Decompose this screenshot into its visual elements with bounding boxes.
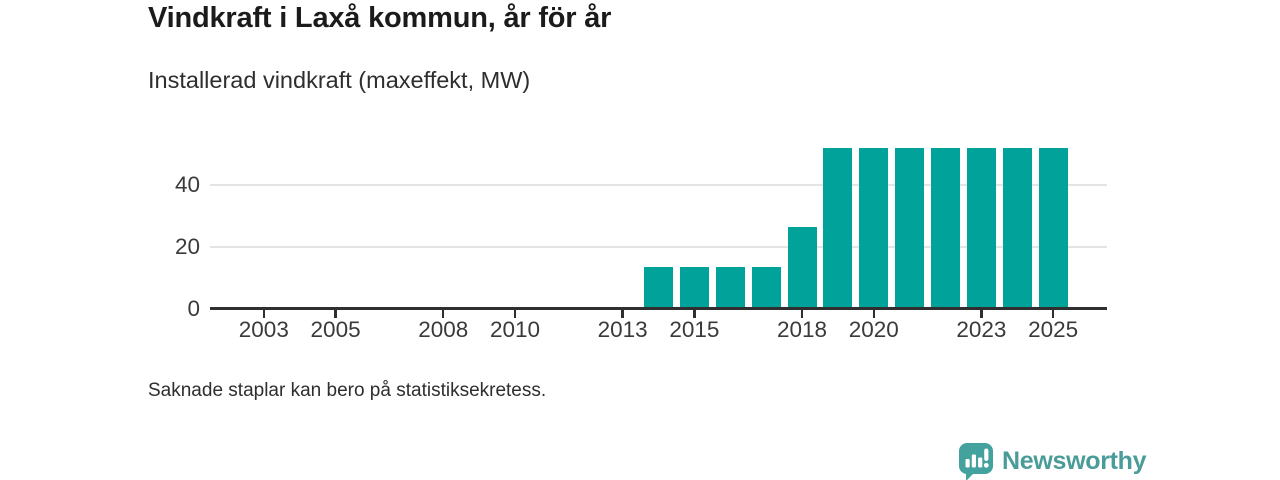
x-axis-tick <box>334 310 337 318</box>
x-axis-tick-label: 2018 <box>776 317 828 342</box>
x-axis-tick-label: 2013 <box>597 317 648 342</box>
bar-2024 <box>1002 147 1032 309</box>
x-axis-tick <box>1051 310 1055 318</box>
x-axis-tick <box>872 310 876 318</box>
bar-2025 <box>1038 147 1068 309</box>
x-axis-tick-label: 2008 <box>418 317 469 342</box>
x-axis-tick <box>693 310 696 318</box>
bar-2023 <box>966 147 996 309</box>
x-axis-tick <box>441 310 445 318</box>
chart-subtitle: Installerad vindkraft (maxeffekt, MW) <box>148 67 531 93</box>
x-axis-tick <box>980 310 983 318</box>
gridline-40 <box>210 184 1107 186</box>
y-axis-tick-label: 0 <box>187 296 200 321</box>
x-axis-line <box>210 307 1107 310</box>
x-axis-tick-label: 2015 <box>669 317 720 342</box>
bar-2018 <box>787 226 817 309</box>
bar-2022 <box>931 147 961 309</box>
x-axis-tick-label: 2005 <box>310 317 361 342</box>
x-axis-tick <box>800 310 804 318</box>
x-axis-tick <box>262 310 266 318</box>
y-axis-tick-label: 20 <box>174 234 200 260</box>
x-axis-tick <box>513 310 517 318</box>
x-axis-tick-label: 2025 <box>1028 317 1079 342</box>
bar-2019 <box>823 147 853 309</box>
chart-title: Vindkraft i Laxå kommun, år för år <box>148 2 612 34</box>
bar-2016 <box>715 266 745 309</box>
chart-footnote: Saknade staplar kan bero på statistiksek… <box>148 380 547 401</box>
newsworthy-logo: Newsworthy <box>957 441 1147 480</box>
x-axis-tick-label: 2010 <box>489 317 540 342</box>
bar-2017 <box>751 266 781 309</box>
x-axis-tick-label: 2020 <box>848 317 899 342</box>
y-axis-tick-label: 40 <box>174 172 200 198</box>
bar-2014 <box>644 266 673 309</box>
gridline-20 <box>210 246 1107 248</box>
newsworthy-speech-bubble-chart-icon <box>957 441 995 480</box>
x-axis-tick-label: 2023 <box>956 317 1007 342</box>
bar-2020 <box>859 147 889 309</box>
x-axis-tick <box>621 310 624 318</box>
bar-2021 <box>895 147 925 309</box>
newsworthy-wordmark: Newsworthy <box>1002 446 1147 475</box>
x-axis-tick-label: 2003 <box>238 317 289 342</box>
bar-2015 <box>679 266 709 309</box>
